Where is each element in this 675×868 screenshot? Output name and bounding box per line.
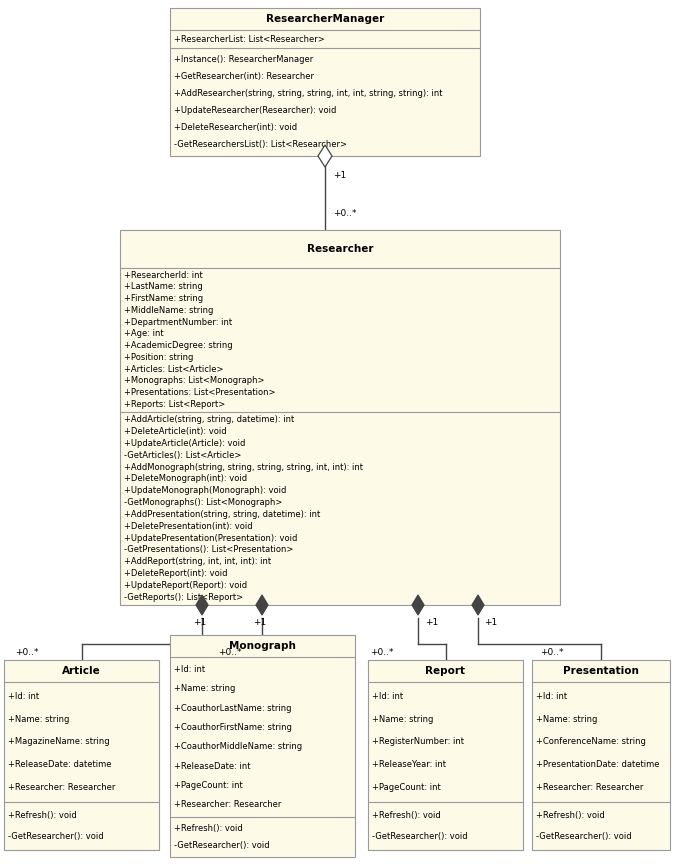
Polygon shape bbox=[412, 595, 424, 615]
Text: +FirstName: string: +FirstName: string bbox=[124, 294, 203, 303]
Text: +Name: string: +Name: string bbox=[174, 685, 236, 694]
Text: +AddPresentation(string, string, datetime): int: +AddPresentation(string, string, datetim… bbox=[124, 510, 320, 519]
Bar bbox=[170, 8, 480, 156]
Text: Monograph: Monograph bbox=[229, 641, 296, 651]
Text: Presentation: Presentation bbox=[563, 666, 639, 676]
Text: +DeleteArticle(int): void: +DeleteArticle(int): void bbox=[124, 427, 227, 436]
Text: -GetResearcher(): void: -GetResearcher(): void bbox=[174, 841, 269, 851]
Text: +Researcher: Researcher: +Researcher: Researcher bbox=[536, 783, 643, 792]
Text: +CoauthorFirstName: string: +CoauthorFirstName: string bbox=[174, 723, 292, 732]
Text: +PageCount: int: +PageCount: int bbox=[174, 780, 243, 790]
Text: +ConferenceName: string: +ConferenceName: string bbox=[536, 738, 646, 746]
Text: +ReleaseYear: int: +ReleaseYear: int bbox=[372, 760, 446, 769]
Polygon shape bbox=[196, 595, 208, 615]
Bar bbox=[170, 635, 355, 857]
Text: -GetResearcher(): void: -GetResearcher(): void bbox=[536, 832, 632, 841]
Text: +CoauthorLastName: string: +CoauthorLastName: string bbox=[174, 704, 292, 713]
Text: +ResearcherList: List<Researcher>: +ResearcherList: List<Researcher> bbox=[174, 35, 325, 43]
Bar bbox=[368, 660, 523, 850]
Text: +DeleteMonograph(int): void: +DeleteMonograph(int): void bbox=[124, 475, 247, 483]
Text: +UpdateReport(Report): void: +UpdateReport(Report): void bbox=[124, 581, 247, 590]
Text: +DepartmentNumber: int: +DepartmentNumber: int bbox=[124, 318, 232, 326]
Text: +0..*: +0..* bbox=[333, 209, 356, 219]
Text: +MiddleName: string: +MiddleName: string bbox=[124, 306, 213, 315]
Text: +CoauthorMiddleName: string: +CoauthorMiddleName: string bbox=[174, 742, 302, 751]
Text: +RegisterNumber: int: +RegisterNumber: int bbox=[372, 738, 464, 746]
Text: +1: +1 bbox=[193, 618, 207, 627]
Text: +1: +1 bbox=[484, 618, 497, 627]
Text: -GetResearcher(): void: -GetResearcher(): void bbox=[372, 832, 468, 841]
Text: +1: +1 bbox=[333, 170, 346, 180]
Bar bbox=[120, 230, 560, 605]
Text: +0..*: +0..* bbox=[540, 648, 564, 657]
Text: +DeleteResearcher(int): void: +DeleteResearcher(int): void bbox=[174, 123, 297, 132]
Text: +Monographs: List<Monograph>: +Monographs: List<Monograph> bbox=[124, 377, 265, 385]
Bar bbox=[4, 660, 159, 850]
Text: +Id: int: +Id: int bbox=[174, 665, 205, 674]
Text: +Refresh(): void: +Refresh(): void bbox=[372, 811, 441, 820]
Text: Report: Report bbox=[425, 666, 466, 676]
Text: +UpdateResearcher(Researcher): void: +UpdateResearcher(Researcher): void bbox=[174, 106, 336, 115]
Text: +Refresh(): void: +Refresh(): void bbox=[174, 824, 243, 832]
Text: +DeletePresentation(int): void: +DeletePresentation(int): void bbox=[124, 522, 252, 531]
Text: ResearcherManager: ResearcherManager bbox=[266, 14, 384, 24]
Text: -GetMonographs(): List<Monograph>: -GetMonographs(): List<Monograph> bbox=[124, 498, 282, 507]
Text: +PresentationDate: datetime: +PresentationDate: datetime bbox=[536, 760, 659, 769]
Text: +AcademicDegree: string: +AcademicDegree: string bbox=[124, 341, 233, 350]
Text: +Id: int: +Id: int bbox=[372, 692, 403, 701]
Text: -GetReports(): List<Report>: -GetReports(): List<Report> bbox=[124, 593, 243, 602]
Text: +GetResearcher(int): Researcher: +GetResearcher(int): Researcher bbox=[174, 72, 314, 81]
Text: +Refresh(): void: +Refresh(): void bbox=[8, 811, 77, 820]
Text: +Presentations: List<Presentation>: +Presentations: List<Presentation> bbox=[124, 388, 275, 398]
Text: +Age: int: +Age: int bbox=[124, 330, 163, 339]
Text: +Position: string: +Position: string bbox=[124, 353, 193, 362]
Text: Researcher: Researcher bbox=[306, 244, 373, 253]
Text: +AddReport(string, int, int, int): int: +AddReport(string, int, int, int): int bbox=[124, 557, 271, 566]
Polygon shape bbox=[256, 595, 268, 615]
Text: +DeleteReport(int): void: +DeleteReport(int): void bbox=[124, 569, 227, 578]
Polygon shape bbox=[318, 145, 332, 167]
Text: +Reports: List<Report>: +Reports: List<Report> bbox=[124, 400, 225, 409]
Text: +PageCount: int: +PageCount: int bbox=[372, 783, 441, 792]
Text: +UpdateMonograph(Monograph): void: +UpdateMonograph(Monograph): void bbox=[124, 486, 286, 496]
Text: +0..*: +0..* bbox=[370, 648, 394, 657]
Text: Article: Article bbox=[62, 666, 101, 676]
Text: +UpdateArticle(Article): void: +UpdateArticle(Article): void bbox=[124, 439, 246, 448]
Text: -GetArticles(): List<Article>: -GetArticles(): List<Article> bbox=[124, 450, 242, 460]
Text: +MagazineName: string: +MagazineName: string bbox=[8, 738, 109, 746]
Text: +Id: int: +Id: int bbox=[536, 692, 567, 701]
Text: +0..*: +0..* bbox=[218, 648, 242, 657]
Text: +AddMonograph(string, string, string, string, int, int): int: +AddMonograph(string, string, string, st… bbox=[124, 463, 363, 471]
Bar bbox=[532, 660, 670, 850]
Polygon shape bbox=[472, 595, 484, 615]
Text: +Researcher: Researcher: +Researcher: Researcher bbox=[174, 800, 281, 809]
Text: +Name: string: +Name: string bbox=[8, 715, 70, 724]
Text: -GetPresentations(): List<Presentation>: -GetPresentations(): List<Presentation> bbox=[124, 545, 294, 555]
Text: +Id: int: +Id: int bbox=[8, 692, 39, 701]
Text: +UpdatePresentation(Presentation): void: +UpdatePresentation(Presentation): void bbox=[124, 534, 298, 542]
Text: +AddArticle(string, string, datetime): int: +AddArticle(string, string, datetime): i… bbox=[124, 415, 294, 424]
Text: +Name: string: +Name: string bbox=[536, 715, 597, 724]
Text: +LastName: string: +LastName: string bbox=[124, 282, 202, 292]
Text: +ReleaseDate: datetime: +ReleaseDate: datetime bbox=[8, 760, 111, 769]
Text: +Instance(): ResearcherManager: +Instance(): ResearcherManager bbox=[174, 55, 313, 63]
Text: +Refresh(): void: +Refresh(): void bbox=[536, 811, 605, 820]
Text: +AddResearcher(string, string, string, int, int, string, string): int: +AddResearcher(string, string, string, i… bbox=[174, 89, 443, 98]
Text: -GetResearchersList(): List<Researcher>: -GetResearchersList(): List<Researcher> bbox=[174, 141, 347, 149]
Text: +ReleaseDate: int: +ReleaseDate: int bbox=[174, 761, 250, 771]
Text: +Researcher: Researcher: +Researcher: Researcher bbox=[8, 783, 115, 792]
Text: -GetResearcher(): void: -GetResearcher(): void bbox=[8, 832, 104, 841]
Text: +0..*: +0..* bbox=[15, 648, 38, 657]
Text: +ResearcherId: int: +ResearcherId: int bbox=[124, 271, 202, 279]
Text: +Name: string: +Name: string bbox=[372, 715, 433, 724]
Text: +Articles: List<Article>: +Articles: List<Article> bbox=[124, 365, 223, 374]
Text: +1: +1 bbox=[425, 618, 438, 627]
Text: +1: +1 bbox=[253, 618, 266, 627]
